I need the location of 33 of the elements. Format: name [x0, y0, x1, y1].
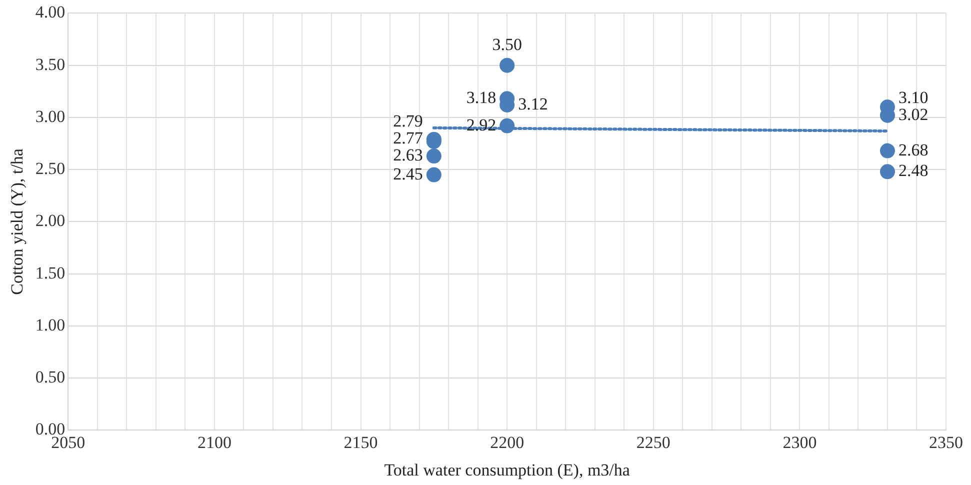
x-tick-label: 2150 — [344, 432, 378, 452]
data-label: 2.45 — [393, 164, 423, 184]
y-tick-label: 2.50 — [35, 159, 66, 178]
x-tick-label: 2250 — [636, 432, 670, 452]
y-axis-title: Cotton yield (Y), t/ha — [8, 148, 27, 295]
y-tick-label: 3.50 — [35, 54, 66, 74]
y-tick-label: 4.00 — [35, 2, 66, 22]
data-label: 2.68 — [898, 140, 928, 160]
data-label: 2.48 — [898, 161, 928, 180]
point — [426, 148, 442, 164]
data-label: 2.79 — [393, 111, 423, 130]
data-label: 3.10 — [898, 88, 928, 107]
y-tick-label: 3.00 — [35, 106, 66, 126]
x-tick-label: 2100 — [197, 432, 232, 452]
y-tick-label: 1.50 — [35, 263, 66, 282]
data-label: 2.77 — [393, 128, 424, 148]
point — [500, 58, 515, 73]
data-label: 3.18 — [466, 88, 496, 108]
data-label: 3.50 — [492, 34, 522, 54]
x-tick-label: 2300 — [782, 432, 817, 452]
data-label: 3.12 — [518, 94, 548, 114]
data-label: 2.63 — [393, 145, 423, 164]
y-tick-label: 2.00 — [35, 211, 66, 230]
point — [880, 164, 895, 180]
x-tick-label: 2200 — [490, 432, 524, 452]
y-tick-label: 0.50 — [35, 368, 66, 387]
point — [880, 143, 895, 158]
x-axis-title: Total water consumption (E), m3/ha — [384, 460, 630, 480]
x-tick-label: 2350 — [929, 432, 963, 452]
data-label: 3.02 — [898, 104, 928, 124]
point — [500, 118, 515, 134]
point — [426, 167, 442, 182]
y-tick-label: 1.00 — [35, 315, 66, 334]
